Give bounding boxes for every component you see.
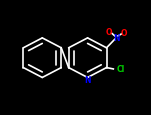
Text: O: O (121, 28, 127, 37)
Text: Cl: Cl (117, 65, 125, 74)
Text: O: O (106, 28, 112, 37)
Text: N: N (84, 75, 91, 84)
Text: N: N (113, 34, 120, 43)
